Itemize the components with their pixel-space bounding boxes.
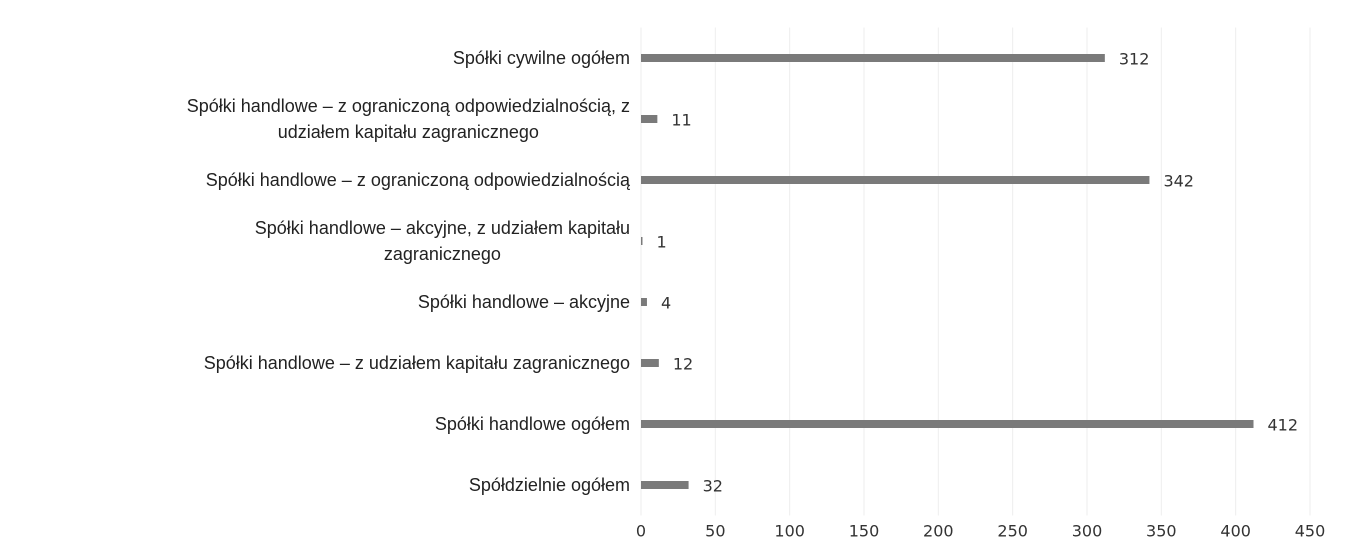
x-tick-label: 400 (1220, 522, 1251, 541)
x-tick-label: 300 (1072, 522, 1103, 541)
y-tick-label: Spółdzielnie ogółem (468, 475, 630, 495)
bar (641, 359, 659, 367)
value-label: 11 (671, 111, 691, 130)
value-label: 412 (1268, 416, 1299, 435)
value-label: 12 (673, 355, 693, 374)
x-tick-label: 100 (774, 522, 805, 541)
bar (641, 481, 689, 489)
bar (641, 420, 1254, 428)
bar (641, 115, 658, 123)
x-tick-label: 150 (849, 522, 880, 541)
value-label: 342 (1163, 172, 1194, 191)
y-tick-label: Spółki handlowe – akcyjne, z udziałem ka… (254, 218, 630, 264)
bar (641, 54, 1105, 62)
x-tick-label: 50 (705, 522, 725, 541)
value-label: 4 (661, 294, 671, 313)
bar (641, 298, 647, 306)
y-tick-label: Spółki handlowe – z ograniczoną odpowied… (186, 96, 630, 142)
y-tick-label: Spółki handlowe – z ograniczoną odpowied… (205, 170, 630, 190)
bar (641, 176, 1150, 184)
value-label: 32 (703, 477, 723, 496)
y-tick-label: Spółki cywilne ogółem (452, 48, 630, 68)
x-tick-label: 200 (923, 522, 954, 541)
x-tick-label: 450 (1295, 522, 1326, 541)
x-tick-label: 0 (636, 522, 646, 541)
bar (641, 237, 643, 245)
x-tick-label: 350 (1146, 522, 1177, 541)
value-label: 1 (656, 233, 666, 252)
y-tick-label: Spółki handlowe – akcyjne (417, 292, 630, 312)
y-tick-label: Spółki handlowe ogółem (434, 414, 630, 434)
value-label: 312 (1119, 50, 1150, 69)
y-tick-label: Spółki handlowe – z udziałem kapitału za… (203, 353, 630, 373)
x-tick-label: 250 (997, 522, 1028, 541)
